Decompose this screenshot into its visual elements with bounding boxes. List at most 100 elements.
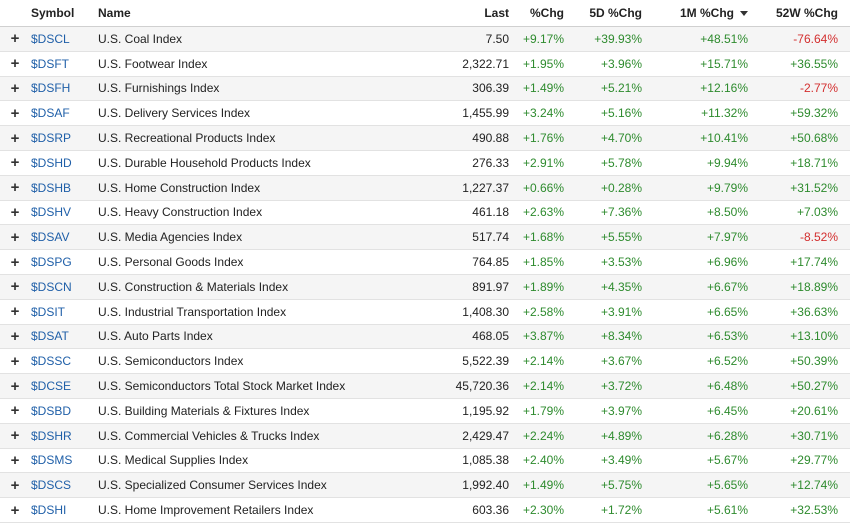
symbol-link[interactable]: $DSPG <box>31 255 72 270</box>
table-row[interactable]: + $DSCN U.S. Construction & Materials Inde… <box>0 274 850 300</box>
add-to-watchlist-icon[interactable]: + <box>10 476 20 494</box>
column-header-name[interactable]: Name <box>98 6 131 20</box>
symbol-cell: $DSCS <box>31 473 91 497</box>
table-row[interactable]: + $DSFT U.S. Footwear Index 2,322.71 +1.95% +… <box>0 52 850 77</box>
symbol-link[interactable]: $DCSE <box>31 379 72 394</box>
symbol-link[interactable]: $DSHI <box>31 503 67 518</box>
five-day-change: +3.67% <box>600 354 642 369</box>
add-to-watchlist-icon[interactable]: + <box>10 79 20 97</box>
add-to-watchlist-icon[interactable]: + <box>10 327 20 345</box>
fifty-two-week-change: +32.53% <box>790 503 838 518</box>
last-price: 1,992.40 <box>462 478 509 493</box>
five-day-change: +4.70% <box>600 131 642 146</box>
fifty-two-week-change: +31.52% <box>790 180 838 195</box>
column-header-1m-chg[interactable]: 1M %Chg <box>650 0 748 26</box>
symbol-link[interactable]: $DSHD <box>31 155 72 170</box>
table-row[interactable]: + $DSIT U.S. Industrial Transportation Ind… <box>0 300 850 325</box>
add-to-watchlist-icon[interactable]: + <box>10 179 20 197</box>
symbol-cell: $DSHR <box>31 424 91 448</box>
add-to-watchlist-icon[interactable]: + <box>10 352 20 370</box>
symbol-link[interactable]: $DSAT <box>31 329 69 344</box>
add-to-watchlist-icon[interactable]: + <box>10 501 20 519</box>
fifty-two-week-change: +12.74% <box>790 478 838 493</box>
symbol-link[interactable]: $DSFH <box>31 81 71 96</box>
table-row[interactable]: + $DSFH U.S. Furnishings Index 306.39 +1.49%… <box>0 76 850 102</box>
column-header-last[interactable]: Last <box>484 6 509 20</box>
add-to-watchlist-icon[interactable]: + <box>10 55 20 73</box>
table-row[interactable]: + $DSCS U.S. Specialized Consumer Services… <box>0 473 850 499</box>
add-to-watchlist-icon[interactable]: + <box>10 377 20 395</box>
table-row[interactable]: + $DSHD U.S. Durable Household Products In… <box>0 151 850 176</box>
table-row[interactable]: + $DSSC U.S. Semiconductors Index 5,522.39 +… <box>0 349 850 375</box>
symbol-link[interactable]: $DSMS <box>31 453 73 468</box>
column-header-5d-chg[interactable]: 5D %Chg <box>589 6 642 20</box>
table-row[interactable]: + $DSPG U.S. Personal Goods Index 764.85 +1.… <box>0 250 850 275</box>
add-to-watchlist-icon[interactable]: + <box>10 253 20 271</box>
one-month-change: +6.45% <box>706 403 748 418</box>
symbol-link[interactable]: $DSIT <box>31 304 66 319</box>
table-row[interactable]: + $DSRP U.S. Recreational Products Index 49… <box>0 126 850 151</box>
symbol-cell: $DCSE <box>31 374 91 398</box>
table-row[interactable]: + $DSHI U.S. Home Improvement Retailers In… <box>0 498 850 523</box>
five-day-change: +5.55% <box>600 230 642 245</box>
symbol-link[interactable]: $DSAF <box>31 106 70 121</box>
table-row[interactable]: + $DSHB U.S. Home Construction Index 1,227.… <box>0 175 850 201</box>
table-row[interactable]: + $DSHV U.S. Heavy Construction Index 461.1… <box>0 201 850 226</box>
add-to-watchlist-icon[interactable]: + <box>10 129 20 147</box>
add-to-watchlist-icon[interactable]: + <box>10 30 20 48</box>
table-row[interactable]: + $DSBD U.S. Building Materials & Fixtures… <box>0 399 850 424</box>
symbol-link[interactable]: $DSCN <box>31 279 72 294</box>
pct-change: +1.85% <box>522 255 564 270</box>
add-to-watchlist-icon[interactable]: + <box>10 228 20 246</box>
column-header-52w-chg[interactable]: 52W %Chg <box>775 6 838 20</box>
symbol-link[interactable]: $DSBD <box>31 403 72 418</box>
symbol-link[interactable]: $DSHB <box>31 180 72 195</box>
symbol-link[interactable]: $DSAV <box>31 230 70 245</box>
one-month-change: +9.94% <box>706 155 748 170</box>
index-name: U.S. Medical Supplies Index <box>98 453 249 468</box>
symbol-link[interactable]: $DSHR <box>31 428 72 443</box>
column-header-pct-chg[interactable]: %Chg <box>530 6 564 20</box>
add-to-watchlist-icon[interactable]: + <box>10 203 20 221</box>
symbol-link[interactable]: $DSCL <box>31 31 70 46</box>
table-row[interactable]: + $DSAT U.S. Auto Parts Index 468.05 +3.87% +… <box>0 324 850 350</box>
last-price: 1,408.30 <box>462 304 509 319</box>
pct-change: +0.66% <box>522 180 564 195</box>
last-price: 461.18 <box>472 205 509 220</box>
pct-change: +1.49% <box>522 478 564 493</box>
one-month-change: +11.32% <box>701 106 748 121</box>
symbol-link[interactable]: $DSSC <box>31 354 72 369</box>
add-to-watchlist-icon[interactable]: + <box>10 104 20 122</box>
fifty-two-week-change: +7.03% <box>796 205 838 220</box>
index-name: U.S. Footwear Index <box>98 56 208 71</box>
symbol-link[interactable]: $DSCS <box>31 478 72 493</box>
table-row[interactable]: + $DSMS U.S. Medical Supplies Index 1,085.3… <box>0 449 850 474</box>
add-to-watchlist-icon[interactable]: + <box>10 451 20 469</box>
table-row[interactable]: + $DSCL U.S. Coal Index 7.50 +9.17% +39.93% +4… <box>0 27 850 52</box>
add-to-watchlist-icon[interactable]: + <box>10 154 20 172</box>
table-row[interactable]: + $DSHR U.S. Commercial Vehicles & Trucks … <box>0 423 850 449</box>
last-price: 490.88 <box>472 131 509 146</box>
five-day-change: +3.97% <box>600 403 642 418</box>
symbol-cell: $DSHI <box>31 498 91 522</box>
fifty-two-week-change: +36.55% <box>790 56 838 71</box>
pct-change: +2.30% <box>522 503 564 518</box>
table-row[interactable]: + $DCSE U.S. Semiconductors Total Stock Ma… <box>0 374 850 399</box>
add-to-watchlist-icon[interactable]: + <box>10 427 20 445</box>
one-month-change: +6.67% <box>706 279 748 294</box>
add-to-watchlist-icon[interactable]: + <box>10 303 20 321</box>
one-month-change: +5.67% <box>706 453 748 468</box>
pct-change: +2.40% <box>522 453 564 468</box>
symbol-link[interactable]: $DSHV <box>31 205 72 220</box>
add-to-watchlist-icon[interactable]: + <box>10 402 20 420</box>
add-to-watchlist-icon[interactable]: + <box>10 278 20 296</box>
symbol-link[interactable]: $DSRP <box>31 131 72 146</box>
table-row[interactable]: + $DSAF U.S. Delivery Services Index 1,455.… <box>0 101 850 127</box>
symbol-link[interactable]: $DSFT <box>31 56 70 71</box>
symbol-cell: $DSCN <box>31 275 91 299</box>
column-header-symbol[interactable]: Symbol <box>31 6 75 20</box>
table-row[interactable]: + $DSAV U.S. Media Agencies Index 517.74 +1.… <box>0 225 850 251</box>
five-day-change: +1.72% <box>600 503 642 518</box>
fifty-two-week-change: +18.71% <box>790 155 838 170</box>
